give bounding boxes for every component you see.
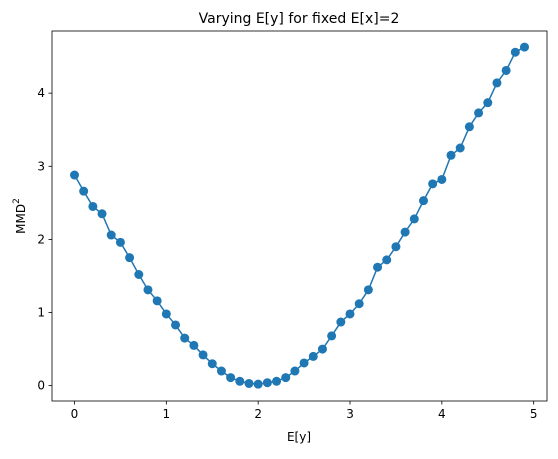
y-tick-label: 2 [37,232,45,246]
axis-ticks: 0 1 2 3 4 5 0 1 2 3 4 [37,86,537,421]
data-point [455,143,465,153]
y-tick-label: 0 [37,379,45,393]
data-point [115,237,125,247]
data-point [143,285,153,295]
data-point [428,179,438,189]
data-point [299,358,309,368]
data-point [464,122,474,132]
data-point [418,196,428,206]
data-point [262,378,272,388]
y-axis-label-superscript: 2 [12,198,22,204]
y-tick-label: 3 [37,159,45,173]
data-point [363,285,373,295]
x-tick-label: 0 [71,407,79,421]
x-tick-label: 4 [438,407,446,421]
data-point [97,209,107,219]
y-tick-label: 4 [37,86,45,100]
data-point [207,359,217,369]
data-point [180,333,190,343]
data-point [281,373,291,383]
data-point [88,201,98,211]
data-point [161,309,171,319]
data-point [483,98,493,108]
data-point [70,170,79,180]
data-point [216,366,226,376]
y-axis-label-text: MMD [14,204,28,234]
x-tick-label: 3 [346,407,354,421]
data-point [125,253,135,263]
y-axis-label: MMD2 [12,198,28,234]
data-point [198,350,208,360]
chart-title: Varying E[y] for fixed E[x]=2 [199,11,400,27]
data-point [308,351,318,361]
data-point [501,65,511,75]
x-tick-label: 1 [163,407,171,421]
data-point [391,242,401,252]
data-point [373,262,383,272]
x-tick-label: 5 [530,407,538,421]
plot-area [70,42,529,389]
axes-frame [51,30,548,402]
data-point [437,174,447,184]
data-point [327,331,337,341]
data-point [79,186,89,196]
data-point [272,376,282,386]
data-point [336,317,346,327]
data-point [354,299,364,309]
data-point [290,366,300,376]
data-point [134,270,144,279]
data-point [400,227,410,237]
data-point [106,230,116,240]
data-point [492,78,502,88]
x-tick-label: 2 [254,407,262,421]
data-point [409,214,419,224]
data-point [510,47,520,57]
data-point [253,379,263,389]
x-axis-label: E[y] [287,430,311,444]
data-point [382,255,392,265]
data-point [244,378,254,388]
data-point [446,150,456,160]
data-point [235,376,245,386]
data-point [474,108,484,118]
data-point [226,373,236,383]
data-point [317,344,327,354]
y-tick-label: 1 [37,306,45,320]
data-point [171,320,181,330]
data-point [345,309,355,319]
data-point [152,296,162,306]
data-point [520,42,529,52]
data-point [189,340,199,350]
